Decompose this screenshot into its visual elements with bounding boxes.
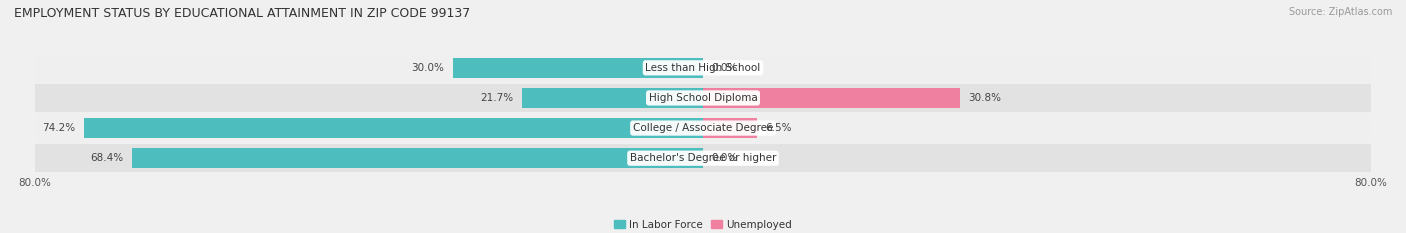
- Text: 30.8%: 30.8%: [969, 93, 1001, 103]
- Bar: [132, 148, 703, 168]
- Text: Source: ZipAtlas.com: Source: ZipAtlas.com: [1288, 7, 1392, 17]
- Text: EMPLOYMENT STATUS BY EDUCATIONAL ATTAINMENT IN ZIP CODE 99137: EMPLOYMENT STATUS BY EDUCATIONAL ATTAINM…: [14, 7, 471, 20]
- Bar: [703, 118, 758, 138]
- Text: 74.2%: 74.2%: [42, 123, 75, 133]
- Text: 68.4%: 68.4%: [90, 153, 124, 163]
- Text: 0.0%: 0.0%: [711, 153, 738, 163]
- Text: Bachelor's Degree or higher: Bachelor's Degree or higher: [630, 153, 776, 163]
- Bar: [522, 88, 703, 108]
- Bar: [35, 54, 1371, 82]
- Bar: [83, 118, 703, 138]
- Text: 30.0%: 30.0%: [412, 63, 444, 73]
- Text: 6.5%: 6.5%: [766, 123, 792, 133]
- Bar: [453, 58, 703, 78]
- Text: 21.7%: 21.7%: [481, 93, 513, 103]
- Text: High School Diploma: High School Diploma: [648, 93, 758, 103]
- Bar: [35, 84, 1371, 112]
- Text: Less than High School: Less than High School: [645, 63, 761, 73]
- Text: College / Associate Degree: College / Associate Degree: [633, 123, 773, 133]
- Bar: [35, 144, 1371, 172]
- Bar: [35, 114, 1371, 142]
- Text: 0.0%: 0.0%: [711, 63, 738, 73]
- Legend: In Labor Force, Unemployed: In Labor Force, Unemployed: [610, 216, 796, 233]
- Bar: [703, 88, 960, 108]
